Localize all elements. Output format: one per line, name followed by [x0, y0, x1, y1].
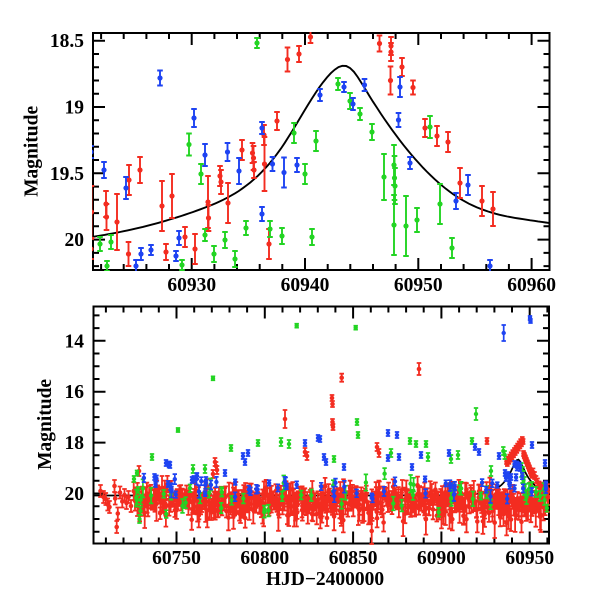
svg-text:20: 20	[65, 230, 85, 251]
svg-text:19.5: 19.5	[50, 164, 84, 185]
svg-text:16: 16	[65, 382, 85, 403]
svg-text:19: 19	[65, 98, 85, 119]
svg-text:20: 20	[65, 484, 85, 505]
svg-text:60960: 60960	[507, 275, 556, 296]
svg-text:60950: 60950	[505, 548, 554, 569]
svg-text:60800: 60800	[240, 548, 289, 569]
svg-text:60900: 60900	[417, 548, 466, 569]
svg-text:HJD−2400000: HJD−2400000	[266, 569, 384, 590]
svg-text:Magnitude: Magnitude	[35, 379, 56, 470]
svg-text:14: 14	[65, 331, 85, 352]
svg-text:60930: 60930	[167, 275, 216, 296]
svg-text:60850: 60850	[329, 548, 378, 569]
svg-text:60950: 60950	[394, 275, 443, 296]
svg-text:18.5: 18.5	[50, 31, 84, 52]
svg-text:60940: 60940	[281, 275, 330, 296]
svg-text:Magnitude: Magnitude	[21, 106, 42, 197]
svg-text:60750: 60750	[152, 548, 201, 569]
svg-text:18: 18	[65, 433, 85, 454]
